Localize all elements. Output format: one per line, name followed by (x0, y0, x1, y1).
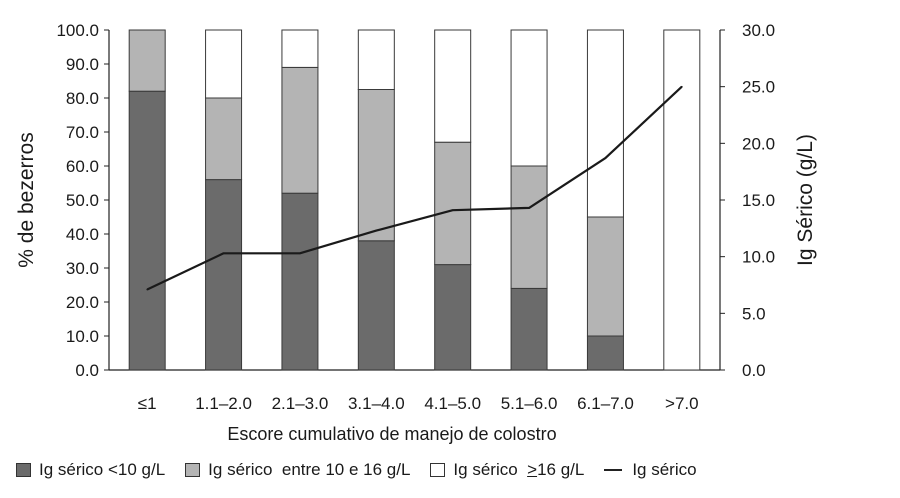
left-tick-label: 70.0 (66, 123, 99, 142)
legend-swatch-high (430, 463, 446, 477)
legend-swatch-mid (185, 463, 201, 477)
legend-label-line: Ig sérico (632, 460, 697, 479)
bar-segment-high (663, 29, 701, 371)
ig-serico-point (299, 252, 301, 255)
legend: Ig sérico <10 g/L Ig sérico entre 10 e 1… (16, 458, 886, 482)
ig-serico-point (146, 288, 148, 291)
right-tick-label: 30.0 (742, 21, 775, 40)
x-tick-label: 6.1–7.0 (577, 394, 634, 413)
ig-serico-point (222, 252, 225, 255)
ig-serico-line (146, 85, 683, 291)
left-tick-label: 50.0 (66, 191, 99, 210)
bar-segment-mid (510, 165, 548, 289)
x-tick-label: ≤1 (138, 394, 157, 413)
bar-segment-mid (586, 216, 624, 337)
bar-segment-low (128, 90, 166, 371)
ig-serico-point (451, 209, 454, 211)
legend-item-low: Ig sérico <10 g/L (16, 460, 165, 480)
left-tick-label: 10.0 (66, 327, 99, 346)
bar-segment-high (281, 29, 319, 68)
legend-label-high-suffix: 16 g/L (537, 460, 585, 479)
bar-segment-mid (205, 97, 243, 181)
left-tick-label: 0.0 (75, 361, 99, 380)
right-tick-label: 0.0 (742, 361, 766, 380)
ig-serico-point (375, 229, 378, 232)
right-tick-label: 15.0 (742, 191, 775, 210)
bar-segment-mid (281, 66, 319, 194)
bar-segment-high (205, 29, 243, 99)
y-axis-title: % de bezerros (15, 132, 38, 267)
bar-segment-high (357, 29, 395, 90)
ig-serico-point (528, 207, 530, 209)
bar-segment-high (434, 29, 472, 143)
legend-swatch-low (16, 463, 31, 477)
left-tick-label: 80.0 (66, 89, 99, 108)
bar-segment-low (586, 335, 624, 371)
left-tick-label: 90.0 (66, 55, 99, 74)
x-tick-label: 1.1–2.0 (195, 394, 252, 413)
legend-item-line: Ig sérico (604, 460, 697, 480)
legend-label-high-prefix: Ig sérico (453, 460, 528, 479)
legend-label-high-underlined: > (527, 460, 538, 479)
bar-segment-mid (357, 89, 395, 242)
x-tick-label: 3.1–4.0 (348, 394, 405, 413)
left-tick-label: 100.0 (56, 21, 99, 40)
bar-segment-high (510, 29, 548, 167)
legend-line-swatch (604, 469, 623, 471)
x-tick-label: 4.1–5.0 (424, 394, 481, 413)
bar-segment-low (434, 264, 472, 371)
x-tick-label: >7.0 (665, 394, 699, 413)
x-tick-labels: ≤1 1.1–2.0 2.1–3.0 3.1–4.0 4.1–5.0 5.1–6.0 6.1… (138, 394, 699, 413)
legend-label-high: Ig sérico >16 g/L (453, 460, 584, 480)
right-y-axis: 0.0 5.0 10.0 15.0 20.0 25.0 30.0 (719, 21, 775, 380)
bar-segment-low (281, 192, 319, 371)
bar-segment-low (510, 287, 548, 371)
left-tick-label: 60.0 (66, 157, 99, 176)
x-tick-label: 5.1–6.0 (501, 394, 558, 413)
bar-segment-low (205, 179, 243, 371)
legend-label-low: Ig sérico <10 g/L (39, 460, 166, 479)
legend-item-high: Ig sérico >16 g/L (430, 460, 584, 480)
left-tick-label: 20.0 (66, 293, 99, 312)
bar-segment-low (357, 240, 395, 371)
bar-segment-mid (434, 141, 472, 266)
ig-serico-point (681, 85, 683, 88)
ig-serico-point (604, 157, 607, 159)
right-tick-label: 25.0 (742, 78, 775, 97)
left-tick-label: 30.0 (66, 259, 99, 278)
right-tick-label: 10.0 (742, 248, 775, 267)
y2-axis-title: Ig Sérico (g/L) (794, 134, 817, 266)
x-axis-title: Escore cumulativo de manejo de colostro (227, 424, 556, 444)
x-tick-label: 2.1–3.0 (272, 394, 329, 413)
chart-svg: 0.0 10.0 20.0 30.0 40.0 50.0 60.0 70.0 80.0 90.0 1… (15, 21, 817, 444)
bar-segment-high (586, 29, 624, 218)
bars-group (128, 29, 701, 371)
legend-label-mid: Ig sérico entre 10 e 16 g/L (208, 460, 411, 479)
legend-item-mid: Ig sérico entre 10 e 16 g/L (185, 460, 410, 480)
bar-segment-mid (128, 29, 166, 92)
right-tick-label: 20.0 (742, 134, 775, 153)
right-tick-label: 5.0 (742, 304, 766, 323)
ig-serico-line-group (146, 85, 683, 291)
left-tick-label: 40.0 (66, 225, 99, 244)
